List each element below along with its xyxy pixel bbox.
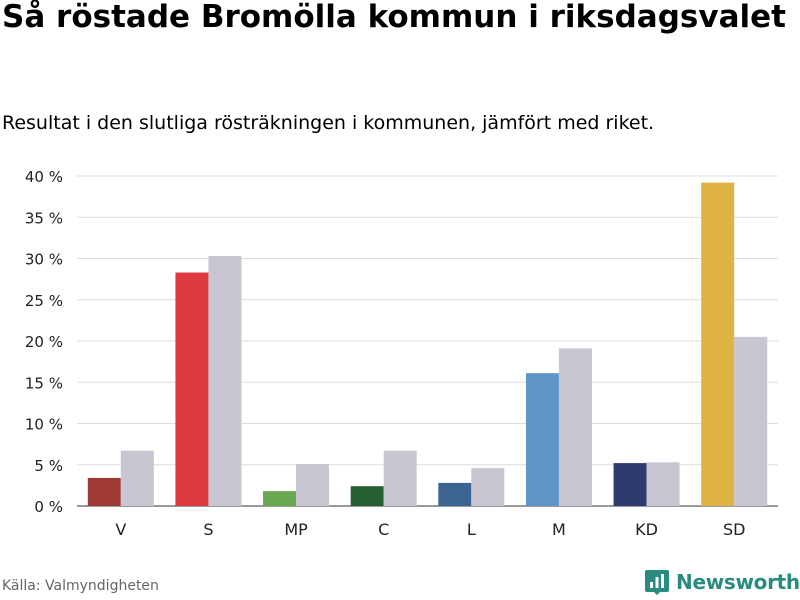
bar-local-kd[interactable] — [613, 463, 647, 506]
y-axis-ticks: 0 % 5 % 10 % 15 % 20 % 25 % 30 % 35 % 40 % — [25, 168, 63, 516]
x-axis-ticks: V S MP C L M KD SD — [115, 520, 745, 539]
y-tick-label: 25 % — [25, 292, 63, 310]
brand-name: Newsworthy — [676, 570, 800, 594]
source-note: Källa: Valmyndigheten — [2, 578, 159, 594]
x-tick-label: L — [467, 520, 476, 539]
bar-local-c[interactable] — [350, 486, 384, 506]
x-tick-label: M — [552, 520, 566, 539]
bar-local-sd[interactable] — [701, 182, 735, 506]
bar-local-s[interactable] — [175, 272, 209, 506]
chart-title: Så röstade Bromölla kommun i riksdagsval… — [2, 0, 786, 35]
x-tick-label: SD — [723, 520, 745, 539]
y-tick-label: 30 % — [25, 251, 63, 269]
x-tick-label: V — [115, 520, 126, 539]
bar-chart: 0 % 5 % 10 % 15 % 20 % 25 % 30 % 35 % 40 % V S MP C… — [25, 168, 778, 539]
bar-local-l[interactable] — [438, 482, 472, 506]
x-tick-label: S — [203, 520, 213, 539]
y-tick-label: 35 % — [25, 209, 63, 227]
bar-national-sd[interactable] — [734, 336, 768, 506]
y-tick-label: 15 % — [25, 374, 63, 392]
chart-subtitle: Resultat i den slutliga rösträkningen i … — [2, 112, 655, 134]
bar-national-s[interactable] — [208, 256, 242, 506]
y-tick-label: 20 % — [25, 333, 63, 351]
bar-local-m[interactable] — [525, 373, 559, 506]
bar-national-v[interactable] — [120, 450, 154, 506]
brand-logo[interactable]: Newsworthy — [644, 568, 800, 596]
y-tick-label: 40 % — [25, 168, 63, 186]
x-tick-label: C — [378, 520, 389, 539]
bar-national-c[interactable] — [383, 450, 417, 506]
bar-national-kd[interactable] — [646, 462, 680, 506]
x-tick-label: MP — [284, 520, 308, 539]
bar-national-m[interactable] — [558, 348, 592, 506]
bar-national-l[interactable] — [471, 468, 505, 506]
bar-national-mp[interactable] — [296, 463, 330, 506]
bar-local-mp[interactable] — [263, 491, 297, 506]
y-tick-label: 10 % — [25, 416, 63, 434]
bars — [87, 182, 768, 506]
bar-local-v[interactable] — [87, 477, 121, 506]
x-tick-label: KD — [635, 520, 658, 539]
y-tick-label: 5 % — [34, 457, 63, 475]
y-tick-label: 0 % — [34, 498, 63, 516]
bar-chart-icon — [645, 570, 669, 595]
